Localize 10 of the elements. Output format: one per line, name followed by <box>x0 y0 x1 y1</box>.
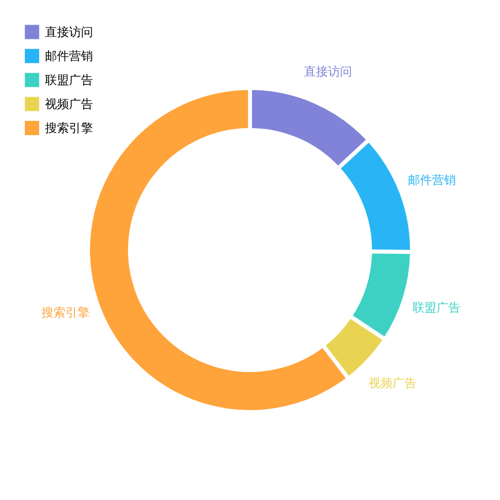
slice-label: 搜索引擎 <box>41 306 90 320</box>
legend-label: 联盟广告 <box>45 73 93 87</box>
slice-label: 直接访问 <box>304 64 352 78</box>
legend-label: 直接访问 <box>45 25 93 39</box>
slice-label: 邮件营销 <box>408 172 456 187</box>
legend-label: 搜索引擎 <box>45 121 93 135</box>
legend-label: 邮件营销 <box>45 49 93 63</box>
slice-label: 视频广告 <box>368 376 417 390</box>
legend-label: 视频广告 <box>45 97 93 111</box>
slice-label: 联盟广告 <box>412 300 460 314</box>
